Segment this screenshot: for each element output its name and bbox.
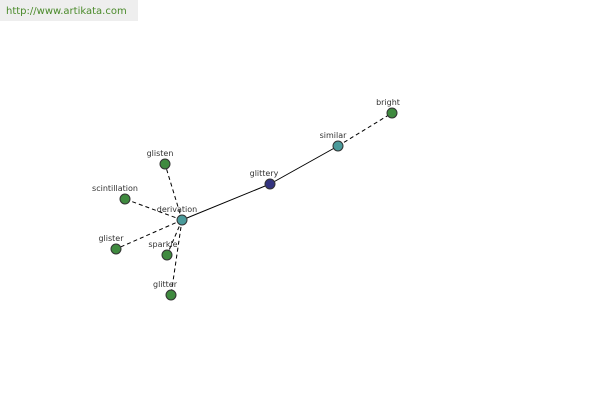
node[interactable] — [264, 178, 276, 190]
edges — [115, 112, 393, 296]
edge — [164, 163, 183, 221]
nodes: glittery similar bright derivation glist… — [92, 98, 400, 301]
edge — [181, 183, 271, 221]
node-label[interactable]: glisten — [147, 149, 174, 158]
node-label[interactable]: glittery — [250, 169, 279, 178]
node-label[interactable]: derivation — [157, 205, 197, 214]
node[interactable] — [165, 289, 177, 301]
node[interactable] — [386, 107, 398, 119]
site-url[interactable]: http://www.artikata.com — [6, 6, 127, 17]
node[interactable] — [159, 158, 171, 170]
node[interactable] — [176, 214, 188, 226]
node-label[interactable]: sparkle — [148, 240, 177, 249]
node[interactable] — [110, 243, 122, 255]
node[interactable] — [119, 193, 131, 205]
node-label[interactable]: glister — [98, 234, 124, 243]
node-label[interactable]: similar — [320, 131, 348, 140]
edge — [166, 219, 183, 256]
node-label[interactable]: bright — [376, 98, 400, 107]
node[interactable] — [161, 249, 173, 261]
edge — [170, 219, 183, 296]
node[interactable] — [332, 140, 344, 152]
edge — [337, 112, 393, 147]
node-label[interactable]: glitter — [153, 280, 178, 289]
edge — [124, 198, 183, 221]
edge — [269, 145, 339, 185]
edge — [115, 219, 183, 250]
node-label[interactable]: scintillation — [92, 184, 138, 193]
header-bar — [0, 0, 138, 21]
